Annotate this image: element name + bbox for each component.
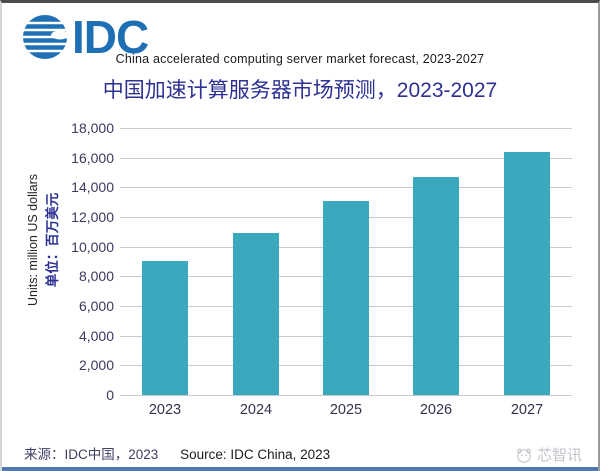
source-text-english: Source: IDC China, 2023 xyxy=(180,447,331,462)
y-tick-label: 6,000 xyxy=(78,298,114,314)
y-tick-label: 8,000 xyxy=(78,268,114,284)
x-tick-label: 2024 xyxy=(239,402,273,418)
y-axis-title-english: Units: million US dollars xyxy=(26,174,40,306)
y-tick-label: 2,000 xyxy=(78,357,114,373)
bar-2025 xyxy=(323,201,369,395)
x-axis-labels: 2023 2024 2025 2026 2027 xyxy=(120,402,572,422)
x-tick-label: 2026 xyxy=(419,402,453,418)
y-tick-label: 10,000 xyxy=(71,239,114,255)
idc-globe-icon xyxy=(22,15,69,59)
idc-logo: IDC xyxy=(22,11,149,61)
bar-2024 xyxy=(233,233,279,395)
source-text-chinese: 来源：IDC中国，2023 xyxy=(24,447,159,462)
bar-chart: Units: million US dollars 单位：百万美元 18,000… xyxy=(2,120,598,428)
x-tick-label: 2025 xyxy=(329,402,363,418)
gridline xyxy=(120,158,572,159)
source-line: 来源：IDC中国，2023 Source: IDC China, 2023 xyxy=(24,443,330,463)
watermark: 芯智讯 xyxy=(515,444,582,465)
y-tick-label: 4,000 xyxy=(78,328,114,344)
bar-2026 xyxy=(413,177,459,395)
gridline xyxy=(120,395,572,396)
bar-2027 xyxy=(504,152,550,395)
y-tick-label: 0 xyxy=(106,387,114,403)
chart-title-chinese: 中国加速计算服务器市场预测，2023-2027 xyxy=(102,79,498,102)
y-tick-label: 14,000 xyxy=(71,179,114,195)
chart-title-english: China accelerated computing server marke… xyxy=(115,52,485,66)
y-axis-ticks: 18,000 16,000 14,000 12,000 10,000 8,000 6,000… xyxy=(50,120,114,403)
gridline xyxy=(120,187,572,188)
x-tick-label: 2027 xyxy=(510,402,544,418)
x-tick-label: 2023 xyxy=(148,402,182,418)
gridline xyxy=(120,128,572,129)
watermark-logo-icon xyxy=(517,448,531,463)
y-tick-label: 18,000 xyxy=(71,120,114,136)
bar-2023 xyxy=(142,261,188,395)
idc-logo-text: IDC xyxy=(72,11,148,61)
y-tick-label: 12,000 xyxy=(71,209,114,225)
plot-area xyxy=(120,128,572,396)
y-tick-label: 16,000 xyxy=(71,150,114,166)
watermark-text: 芯智讯 xyxy=(536,447,582,464)
bottom-divider xyxy=(2,467,598,471)
